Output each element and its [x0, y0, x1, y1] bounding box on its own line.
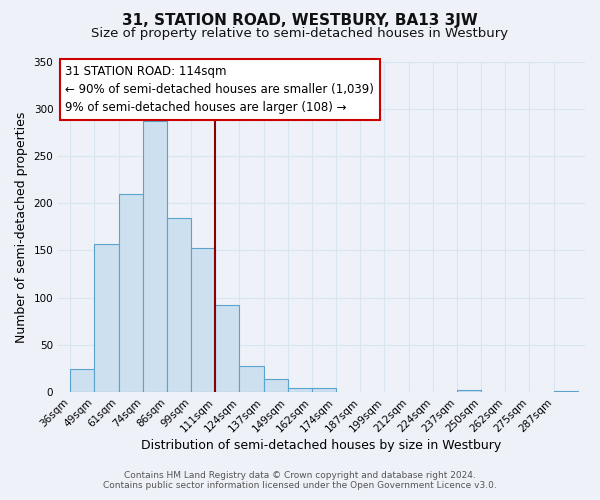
- Text: 31 STATION ROAD: 114sqm
← 90% of semi-detached houses are smaller (1,039)
9% of : 31 STATION ROAD: 114sqm ← 90% of semi-de…: [65, 66, 374, 114]
- Bar: [119, 194, 143, 392]
- Text: 31, STATION ROAD, WESTBURY, BA13 3JW: 31, STATION ROAD, WESTBURY, BA13 3JW: [122, 12, 478, 28]
- Bar: [215, 306, 239, 392]
- Bar: [94, 244, 119, 392]
- Bar: [312, 388, 336, 392]
- Bar: [167, 218, 191, 392]
- X-axis label: Distribution of semi-detached houses by size in Westbury: Distribution of semi-detached houses by …: [142, 440, 502, 452]
- Bar: [288, 388, 312, 392]
- Y-axis label: Number of semi-detached properties: Number of semi-detached properties: [15, 111, 28, 342]
- Bar: [239, 366, 263, 392]
- Text: Size of property relative to semi-detached houses in Westbury: Size of property relative to semi-detach…: [91, 28, 509, 40]
- Bar: [263, 379, 288, 392]
- Text: Contains HM Land Registry data © Crown copyright and database right 2024.
Contai: Contains HM Land Registry data © Crown c…: [103, 470, 497, 490]
- Bar: [457, 390, 481, 392]
- Bar: [70, 368, 94, 392]
- Bar: [191, 248, 215, 392]
- Bar: [143, 121, 167, 392]
